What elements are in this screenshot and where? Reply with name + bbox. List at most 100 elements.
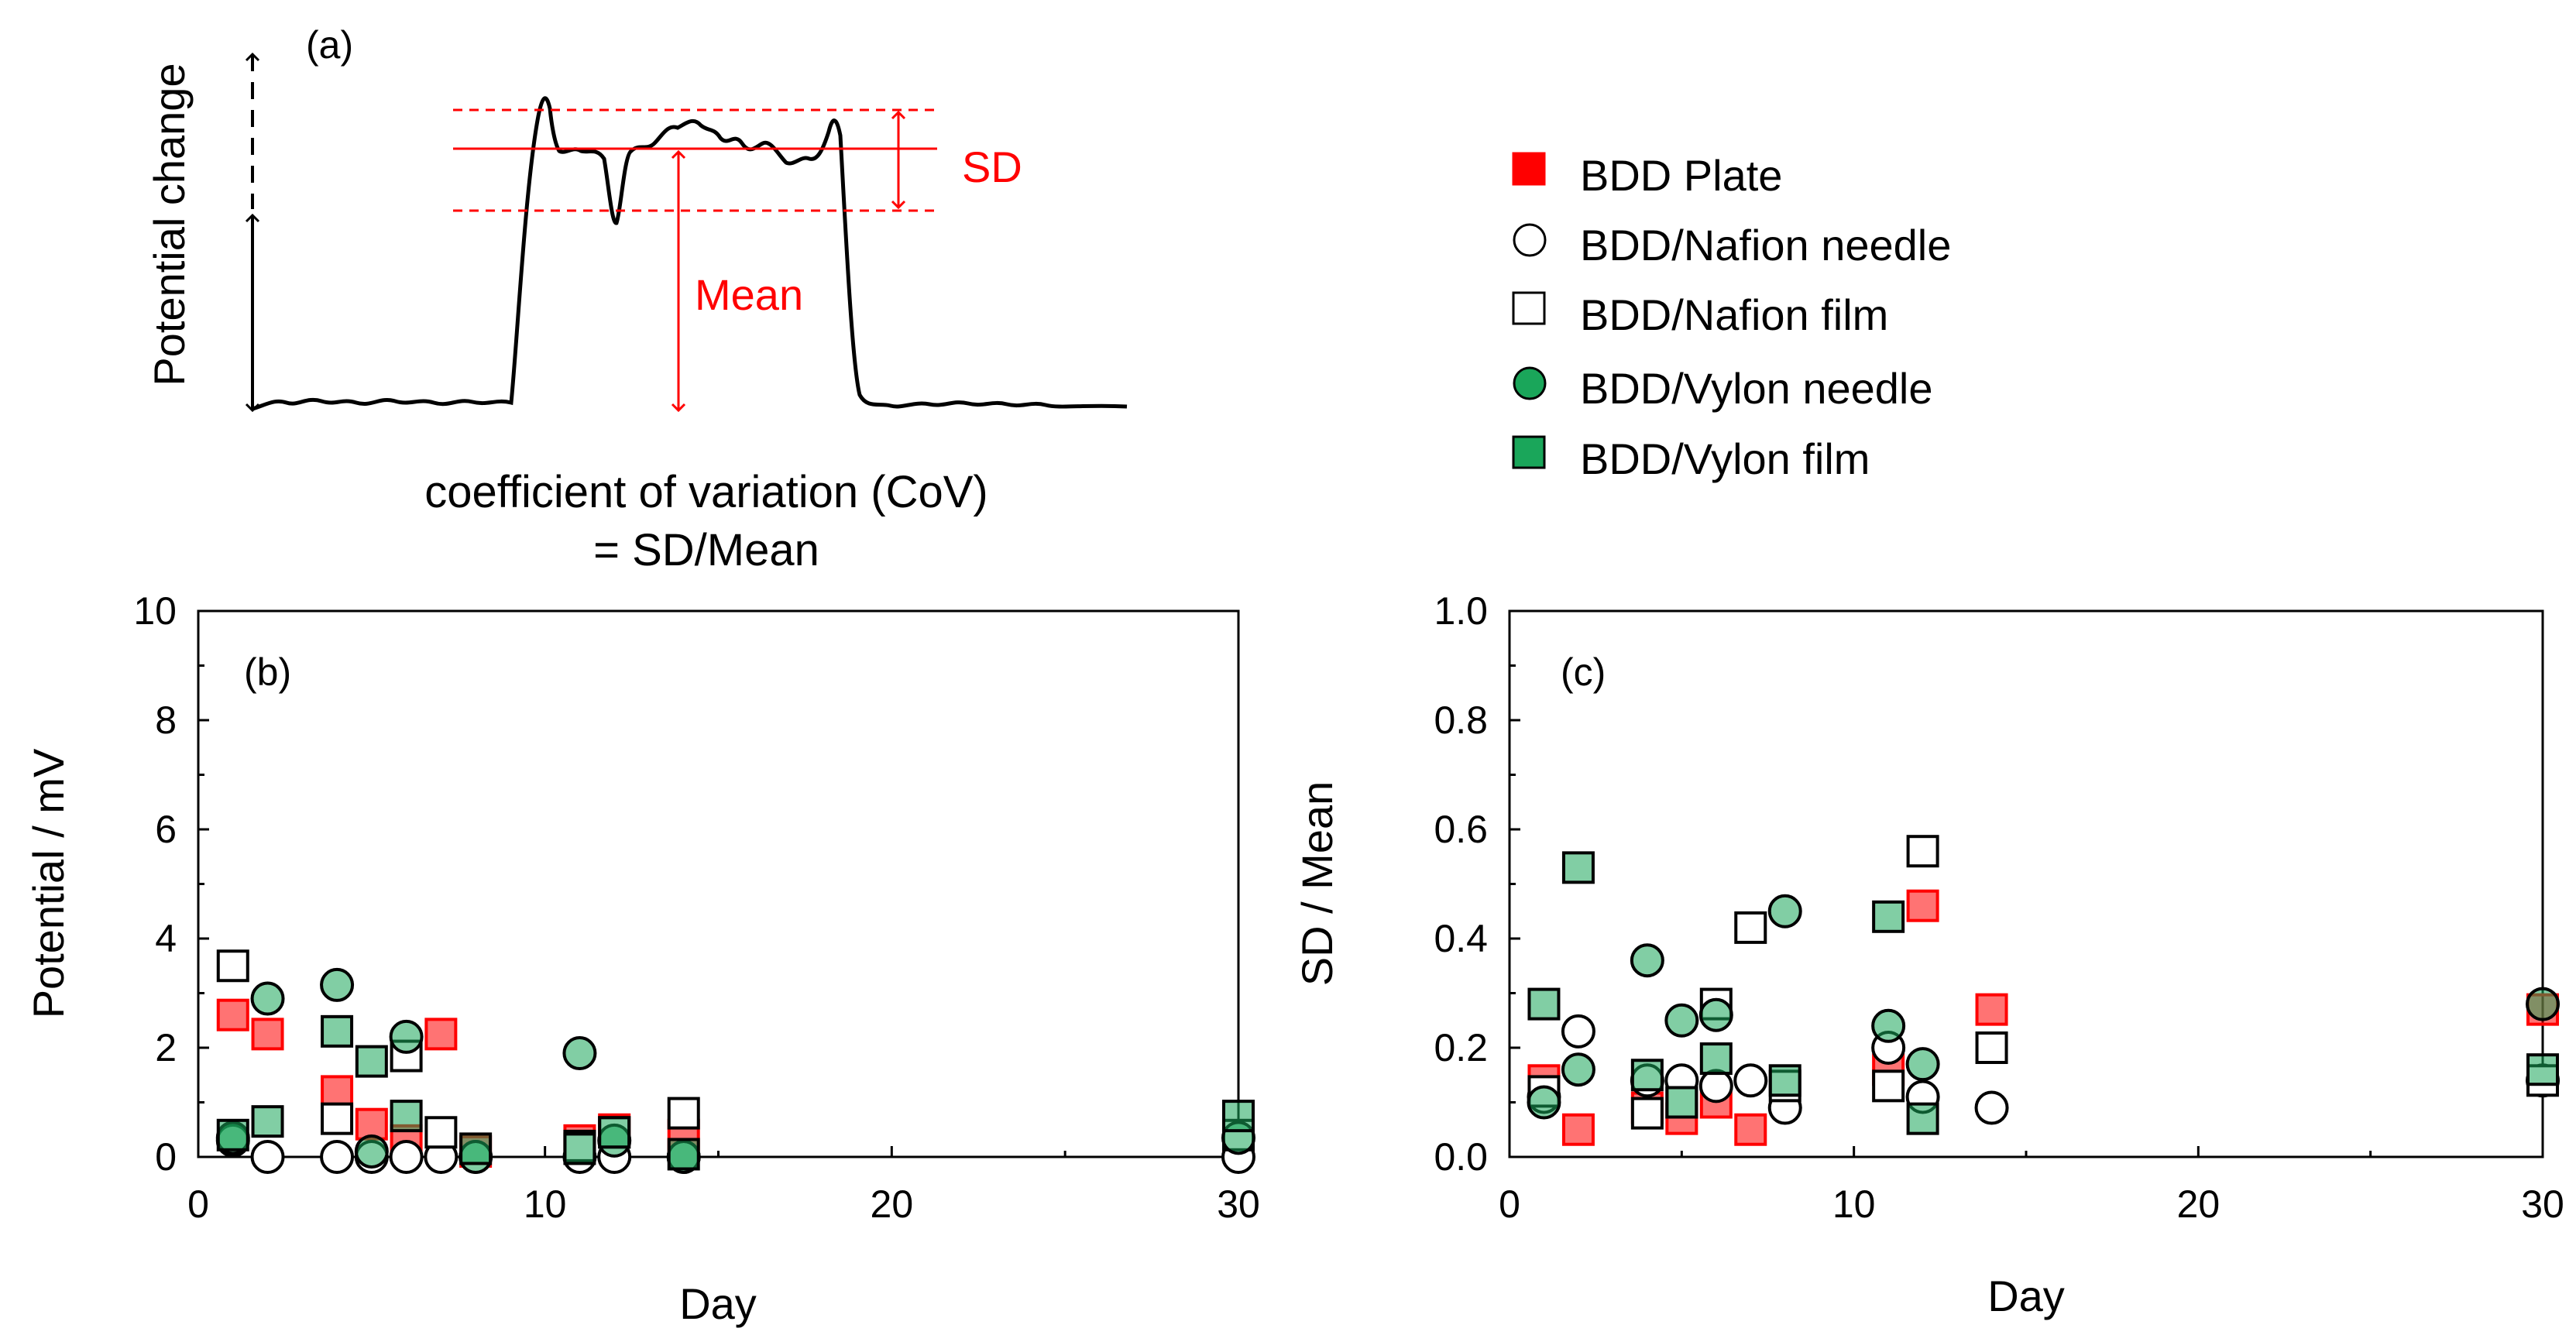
legend-item-nafion-film: BDD/Nafion film xyxy=(1512,290,1888,339)
panel-c-ytick-label: 0.8 xyxy=(1434,698,1488,742)
data-point xyxy=(321,1102,354,1135)
data-point xyxy=(2526,1053,2559,1086)
data-point xyxy=(250,1140,285,1174)
panel-c-ytick-label: 0.0 xyxy=(1434,1135,1488,1179)
data-point xyxy=(216,998,249,1031)
panel-c-y-axis: 0.0 0.2 0.4 0.6 0.8 1.0 xyxy=(1434,589,1520,1179)
data-point xyxy=(1664,1003,1699,1038)
panel-c-chart: (c) 0.0 0.2 0.4 0.6 0.8 1.0 0 10 20 30 SD / Mean… xyxy=(1293,589,2564,1320)
panel-b-plot-frame xyxy=(197,609,1240,1158)
data-point xyxy=(390,1100,423,1133)
panel-b-label: (b) xyxy=(244,650,291,694)
data-point xyxy=(1906,889,1939,922)
panel-b-data-points xyxy=(215,949,1255,1174)
data-point xyxy=(1698,1069,1733,1103)
panel-a-label: (a) xyxy=(306,23,353,67)
panel-b-ytick-label: 8 xyxy=(155,698,177,742)
legend-label-nafion-needle: BDD/Nafion needle xyxy=(1580,221,1951,269)
sd-label: SD xyxy=(962,142,1022,191)
legend-label-nafion-film: BDD/Nafion film xyxy=(1580,290,1888,339)
data-point xyxy=(2526,987,2560,1021)
legend-marker-nafion-film xyxy=(1512,291,1546,325)
data-point xyxy=(1768,1064,1801,1097)
panel-c-ylabel: SD / Mean xyxy=(1293,781,1341,987)
data-point xyxy=(1975,1031,2008,1064)
cov-caption-line1: coefficient of variation (CoV) xyxy=(424,467,988,517)
data-point xyxy=(389,1140,424,1174)
data-point xyxy=(250,981,285,1016)
data-point xyxy=(216,1118,249,1152)
data-point xyxy=(1872,900,1905,933)
panel-c-ytick-label: 0.4 xyxy=(1434,917,1488,960)
panel-c-xtick-label: 0 xyxy=(1499,1182,1520,1226)
data-point xyxy=(355,1045,388,1078)
data-point xyxy=(1630,1097,1664,1130)
legend-item-nafion-needle: BDD/Nafion needle xyxy=(1513,221,1951,269)
data-point xyxy=(1561,1113,1595,1146)
panel-b-y-axis: 0 2 4 6 8 10 xyxy=(133,589,209,1179)
data-point xyxy=(1734,1113,1767,1146)
mean-label: Mean xyxy=(695,270,803,319)
data-point xyxy=(1734,911,1767,944)
data-point xyxy=(1974,1090,2009,1125)
panel-c-ytick-label: 0.2 xyxy=(1434,1026,1488,1069)
data-point xyxy=(1733,1063,1768,1098)
data-point xyxy=(667,1138,700,1171)
data-point xyxy=(321,1014,354,1048)
legend-item-vylon-needle: BDD/Vylon needle xyxy=(1513,364,1933,413)
panel-c-series-bdd-vylon-film xyxy=(1527,851,2559,1135)
data-point xyxy=(562,1036,597,1071)
legend: BDD Plate BDD/Nafion needle BDD/Nafion f… xyxy=(1512,151,1951,483)
data-point xyxy=(1905,1047,1940,1082)
cov-caption-line2: = SD/Mean xyxy=(593,525,819,575)
legend-label-vylon-film: BDD/Vylon film xyxy=(1580,434,1870,483)
panel-c-x-axis: 0 10 20 30 xyxy=(1499,1146,2564,1226)
panel-b-x-axis: 0 10 20 30 xyxy=(187,1146,1260,1226)
data-point xyxy=(1561,1014,1595,1049)
data-point xyxy=(1527,1085,1561,1120)
data-point xyxy=(1222,1100,1255,1133)
data-point xyxy=(216,949,249,983)
data-point xyxy=(563,1132,596,1165)
legend-marker-vylon-needle xyxy=(1513,366,1547,400)
data-point xyxy=(1561,1052,1595,1087)
data-point xyxy=(1630,943,1664,978)
data-point xyxy=(1906,835,1939,868)
legend-label-vylon-needle: BDD/Vylon needle xyxy=(1580,364,1933,413)
data-point xyxy=(354,1134,389,1169)
data-point xyxy=(1698,997,1733,1032)
panel-c-data-points xyxy=(1527,835,2560,1146)
data-point xyxy=(1665,1086,1698,1119)
panel-c-series-bdd-vylon-needle xyxy=(1527,894,2560,1120)
panel-b-xtick-label: 0 xyxy=(187,1182,209,1226)
panel-a-schematic: (a) Potential change SD Mean coefficient… xyxy=(145,23,1128,575)
panel-c-plot-frame xyxy=(1508,609,2544,1158)
data-point xyxy=(1872,1069,1905,1103)
data-point xyxy=(251,1018,284,1051)
data-point xyxy=(1630,1059,1664,1092)
panel-b-xtick-label: 20 xyxy=(871,1182,914,1226)
data-point xyxy=(1699,1042,1733,1076)
data-point xyxy=(424,1116,458,1149)
data-point xyxy=(667,1097,700,1130)
panel-c-xtick-label: 30 xyxy=(2521,1182,2564,1226)
data-point xyxy=(1527,987,1561,1021)
data-point xyxy=(598,1116,631,1149)
panel-b-ytick-label: 10 xyxy=(133,589,177,633)
panel-b-xtick-label: 10 xyxy=(524,1182,567,1226)
legend-marker-vylon-film xyxy=(1512,435,1546,469)
data-point xyxy=(320,967,355,1002)
panel-b-chart: (b) 0 2 4 6 8 10 0 10 20 30 Potential / mV Day xyxy=(24,589,1260,1328)
panel-c-ytick-label: 0.6 xyxy=(1434,808,1488,851)
data-point xyxy=(1561,851,1595,884)
panel-b-ylabel: Potential / mV xyxy=(24,748,73,1018)
potential-trace xyxy=(252,96,1128,411)
panel-b-ytick-label: 6 xyxy=(155,808,177,851)
panel-a-ylabel: Potential change xyxy=(145,63,194,386)
legend-item-vylon-film: BDD/Vylon film xyxy=(1512,434,1870,483)
panel-c-series-bdd-nafion-film xyxy=(1527,835,2559,1130)
data-point xyxy=(320,1140,355,1174)
panel-c-xlabel: Day xyxy=(1987,1272,2065,1320)
panel-b-ytick-label: 4 xyxy=(155,917,177,960)
